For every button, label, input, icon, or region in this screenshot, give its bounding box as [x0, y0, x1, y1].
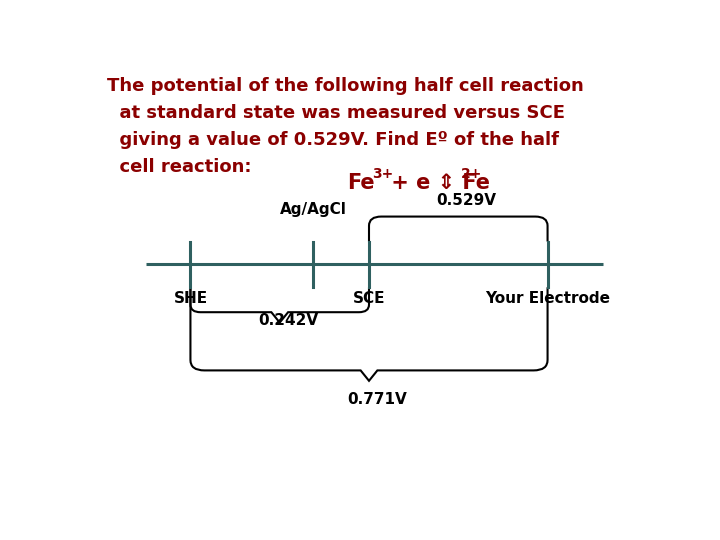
Text: Fe: Fe — [347, 173, 374, 193]
Text: 0.529V: 0.529V — [436, 193, 497, 208]
Text: at standard state was measured versus SCE: at standard state was measured versus SC… — [107, 104, 564, 122]
Text: 0.242V: 0.242V — [258, 313, 318, 328]
Text: giving a value of 0.529V. Find Eº of the half: giving a value of 0.529V. Find Eº of the… — [107, 131, 559, 150]
Text: SHE: SHE — [174, 292, 207, 306]
Text: + e ⇕ Fe: + e ⇕ Fe — [384, 173, 490, 193]
Text: 2+: 2+ — [461, 167, 482, 181]
Text: Your Electrode: Your Electrode — [485, 292, 610, 306]
Text: cell reaction:: cell reaction: — [107, 158, 251, 177]
Text: SCE: SCE — [353, 292, 385, 306]
Text: The potential of the following half cell reaction: The potential of the following half cell… — [107, 77, 583, 95]
Text: Ag/AgCl: Ag/AgCl — [280, 201, 346, 217]
Text: 3+: 3+ — [372, 167, 393, 181]
Text: 0.771V: 0.771V — [348, 392, 408, 407]
